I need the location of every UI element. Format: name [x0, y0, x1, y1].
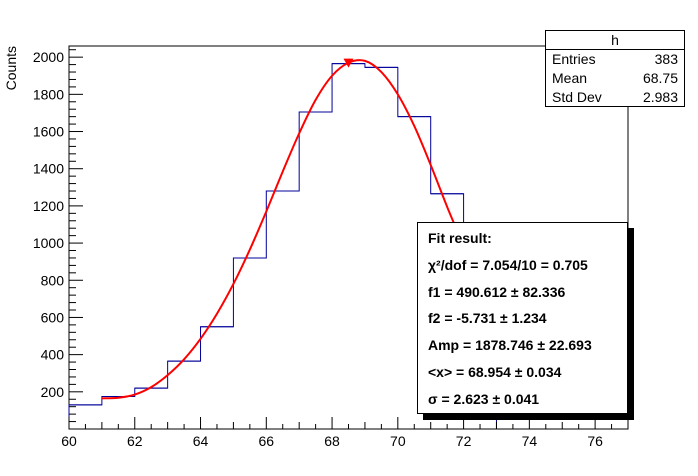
stats-row-entries: Entries 383	[546, 50, 684, 69]
x-tick-label: 66	[259, 433, 275, 449]
stats-label: Std Dev	[552, 89, 602, 105]
y-tick-label: 2000	[33, 49, 64, 65]
stats-row-stddev: Std Dev 2.983	[546, 88, 684, 107]
y-tick-label: 1600	[33, 124, 64, 140]
x-tick-label: 74	[522, 433, 538, 449]
stats-value: 68.75	[642, 70, 678, 86]
y-tick-label: 800	[41, 272, 65, 288]
fit-sigma: σ = 2.623 ± 0.041	[428, 390, 540, 407]
y-axis-label: Counts	[3, 46, 19, 90]
y-tick-label: 1800	[33, 86, 64, 102]
x-tick-label: 64	[193, 433, 209, 449]
y-tick-label: 600	[41, 309, 65, 325]
y-tick-label: 200	[41, 384, 65, 400]
fit-title: Fit result:	[428, 230, 492, 246]
fit-mean: <x> = 68.954 ± 0.034	[428, 363, 562, 380]
x-tick-label: 70	[390, 433, 406, 449]
x-tick-label: 72	[456, 433, 472, 449]
fit-f2: f2 = -5.731 ± 1.234	[428, 310, 547, 327]
stats-box: h Entries 383 Mean 68.75 Std Dev 2.983	[545, 30, 685, 107]
fit-f1: f1 = 490.612 ± 82.336	[428, 283, 566, 300]
stats-label: Mean	[552, 70, 588, 86]
stats-label: Entries	[552, 51, 596, 67]
x-tick-label: 76	[587, 433, 603, 449]
y-tick-label: 1000	[33, 235, 64, 251]
stats-title: h	[546, 31, 684, 50]
y-tick-label: 400	[41, 347, 65, 363]
peak-marker	[343, 58, 354, 68]
fit-chi2: χ²/dof = 7.054/10 = 0.705	[428, 256, 588, 273]
x-tick-label: 60	[61, 433, 77, 449]
fit-amp: Amp = 1878.746 ± 22.693	[428, 337, 592, 354]
fit-result-box: Fit result: χ²/dof = 7.054/10 = 0.705 f1…	[417, 222, 628, 414]
x-tick-label: 68	[324, 433, 340, 449]
stats-row-mean: Mean 68.75	[546, 69, 684, 88]
stats-value: 2.983	[642, 89, 678, 105]
fit-curve	[101, 59, 465, 400]
y-tick-label: 1400	[33, 161, 64, 177]
y-tick-label: 1200	[33, 198, 64, 214]
stats-value: 383	[654, 51, 678, 67]
x-tick-label: 62	[127, 433, 143, 449]
